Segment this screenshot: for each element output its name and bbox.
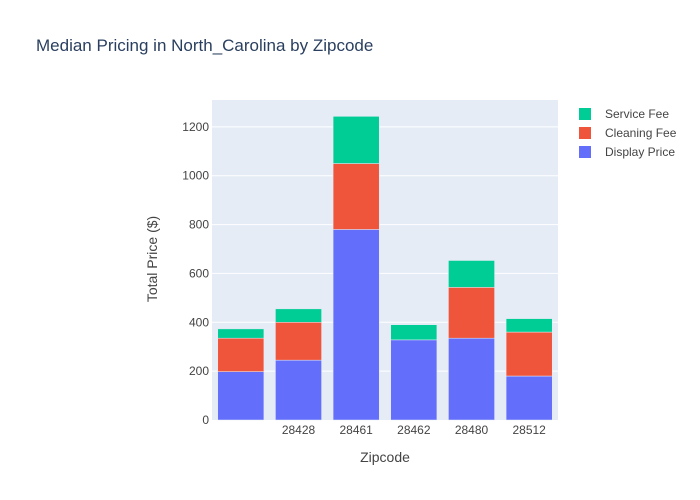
x-tick-label: 28461 [339, 423, 373, 437]
x-tick-label: 28480 [455, 423, 489, 437]
bar-segment [275, 308, 322, 323]
bars [217, 116, 553, 421]
y-axis-ticks: 0 200 400 600 800 1000 1200 [182, 120, 209, 427]
bar-segment [332, 229, 380, 421]
x-axis-title: Zipcode [360, 449, 410, 465]
bar-segment [332, 116, 380, 164]
bar-segment [217, 371, 265, 421]
bar-segment [332, 163, 380, 230]
bar-segment [505, 318, 553, 333]
gridlines [212, 126, 558, 372]
y-tick-label: 800 [189, 218, 209, 232]
plot-area [212, 100, 558, 420]
chart-title: Median Pricing in North_Carolina by Zipc… [36, 36, 373, 55]
bar-segment [217, 337, 265, 372]
y-tick-label: 1200 [182, 120, 209, 134]
y-tick-label: 600 [189, 266, 209, 280]
legend-swatch [579, 146, 591, 158]
bar-segment [390, 324, 438, 341]
legend: Service Fee Cleaning Fee Display Price [579, 107, 677, 159]
x-axis-ticks: 28428 28461 28462 28480 28512 [282, 423, 546, 437]
legend-label: Display Price [605, 145, 675, 159]
legend-label: Service Fee [605, 107, 669, 121]
bar-segment [275, 359, 322, 421]
bar-segment [448, 260, 495, 288]
y-tick-label: 200 [189, 364, 209, 378]
x-tick-label: 28428 [282, 423, 316, 437]
y-axis-title: Total Price ($) [144, 216, 160, 302]
y-tick-label: 0 [202, 413, 209, 427]
x-tick-label: 28512 [512, 423, 546, 437]
bar-segment [448, 337, 495, 421]
bar-segment [217, 328, 265, 339]
bar-segment [505, 331, 553, 377]
y-tick-label: 1000 [182, 169, 209, 183]
x-tick-label: 28462 [397, 423, 431, 437]
bar-segment [505, 375, 553, 421]
legend-swatch [579, 127, 591, 139]
legend-label: Cleaning Fee [605, 126, 677, 140]
bar-segment [448, 287, 495, 339]
y-tick-label: 400 [189, 315, 209, 329]
bar-segment [390, 339, 438, 421]
bar-segment [275, 322, 322, 361]
legend-swatch [579, 108, 591, 120]
